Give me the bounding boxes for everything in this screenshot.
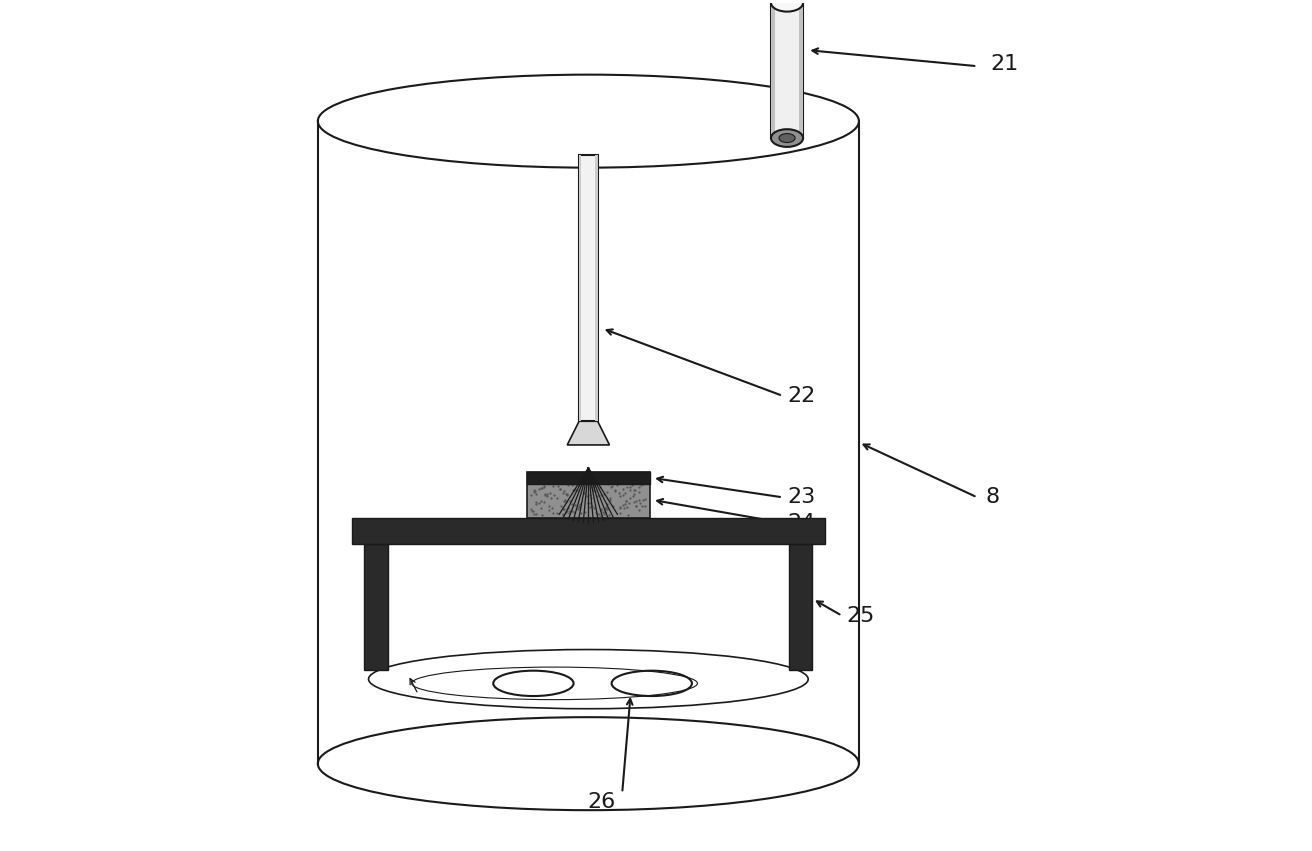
Bar (365, 544, 388, 671)
Ellipse shape (771, 129, 803, 147)
Text: 26: 26 (586, 791, 615, 812)
Bar (771, 3, 775, 138)
Bar (579, 155, 598, 421)
Text: 25: 25 (846, 606, 875, 625)
Bar (789, 544, 812, 671)
Text: 8: 8 (985, 488, 1000, 507)
Polygon shape (567, 421, 610, 445)
Text: 24: 24 (787, 512, 815, 533)
Bar (527, 472, 649, 484)
Bar (799, 3, 803, 138)
Bar (527, 472, 649, 518)
Ellipse shape (779, 134, 795, 143)
Bar (771, 3, 803, 138)
Bar (596, 155, 598, 421)
Bar (352, 518, 825, 544)
Ellipse shape (771, 0, 803, 12)
Bar (579, 155, 581, 421)
Text: 23: 23 (787, 488, 815, 507)
Text: 21: 21 (991, 54, 1018, 74)
Text: 22: 22 (787, 386, 815, 406)
